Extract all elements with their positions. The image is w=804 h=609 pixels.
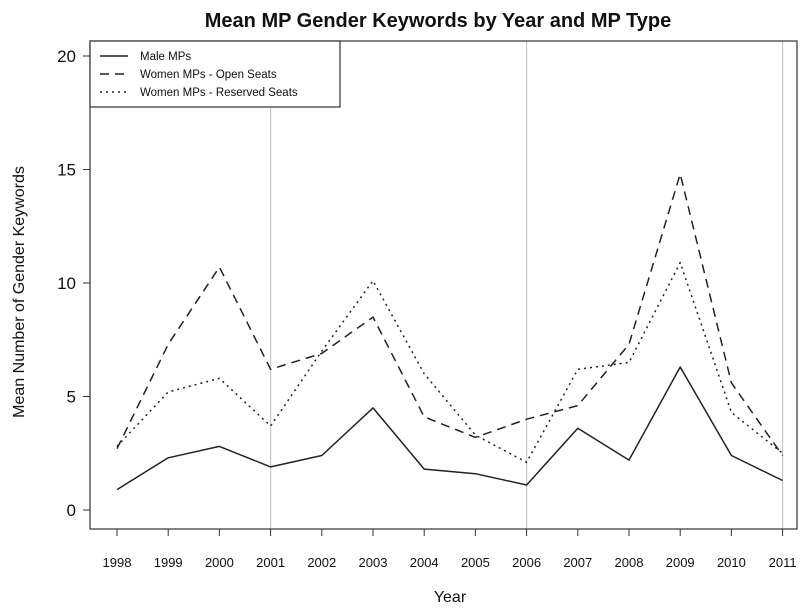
x-tick-label: 2009	[666, 555, 695, 570]
series-line-2	[116, 173, 784, 456]
series-line-3	[116, 261, 784, 464]
x-tick-label: 2002	[307, 555, 336, 570]
x-tick-label: 2011	[769, 555, 797, 570]
y-tick-label: 10	[57, 274, 76, 293]
plot-frame	[89, 40, 798, 530]
legend-box	[89, 40, 341, 108]
legend-label-3: Women MPs - Reserved Seats	[140, 87, 298, 99]
legend: Male MPs Women MPs - Open Seats Women MPs …	[89, 40, 341, 108]
y-tick-label: 20	[57, 47, 76, 66]
legend-label-1: Male MPs	[140, 51, 191, 63]
x-tick-label: 1999	[154, 555, 183, 570]
x-tick-label: 2007	[563, 555, 592, 570]
x-tick-label: 2008	[615, 555, 644, 570]
x-tick-label: 2000	[205, 555, 234, 570]
x-tick-label: 2006	[512, 555, 541, 570]
y-tick-label: 0	[67, 501, 76, 520]
plot-area: 1998 1999 2000 2001 2002 2003 2004 2005 2006 2007…	[57, 40, 798, 570]
x-axis-label: Year	[434, 589, 467, 606]
y-tick-label: 5	[67, 388, 76, 407]
x-tick-label: 2005	[461, 555, 490, 570]
x-tick-label: 2004	[410, 555, 439, 570]
x-tick-label: 1998	[103, 555, 132, 570]
x-tick-label: 2003	[359, 555, 388, 570]
x-tick-label: 2010	[717, 555, 746, 570]
chart-title: Mean MP Gender Keywords by Year and MP T…	[205, 10, 671, 32]
y-tick-label: 15	[57, 161, 76, 180]
x-tick-label: 2001	[256, 555, 285, 570]
series-line-1	[116, 366, 783, 491]
y-axis-label: Mean Number of Gender Keywords	[11, 166, 28, 418]
legend-label-2: Women MPs - Open Seats	[140, 69, 277, 81]
